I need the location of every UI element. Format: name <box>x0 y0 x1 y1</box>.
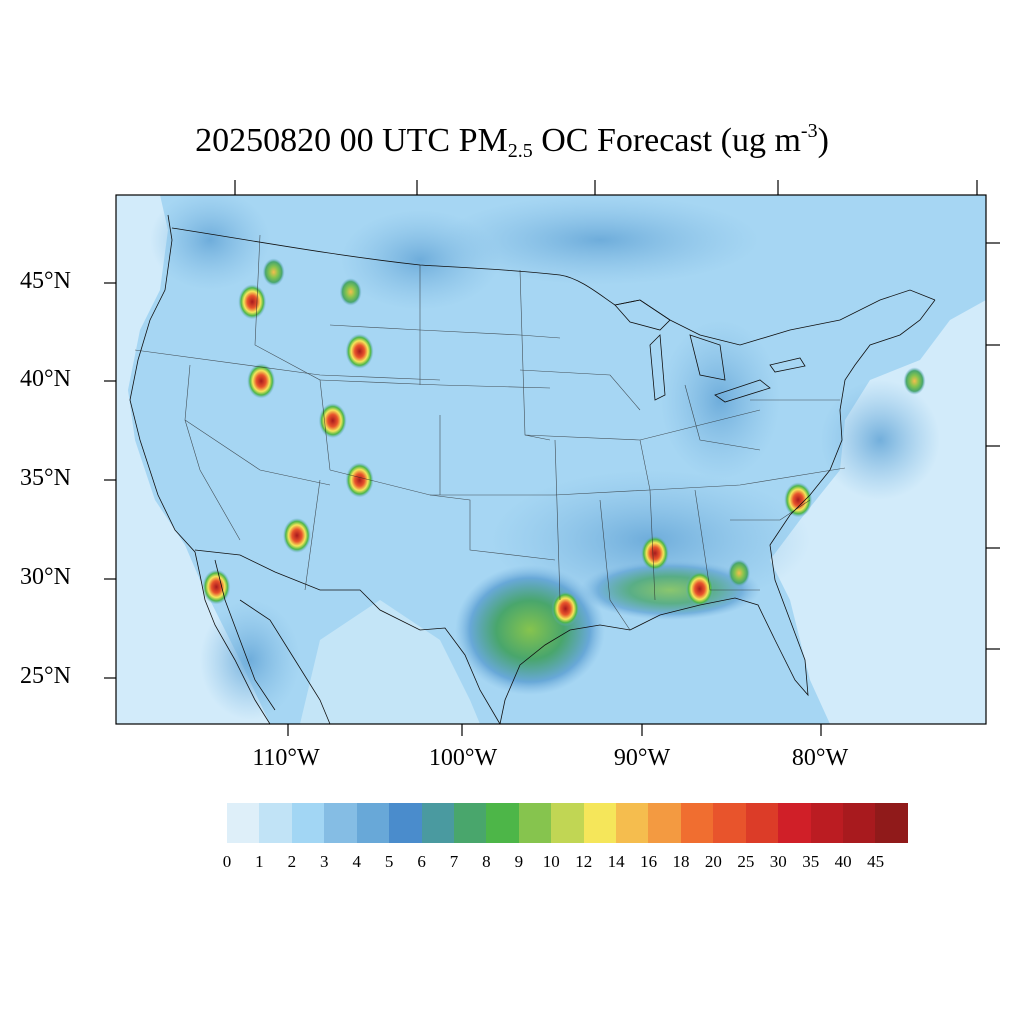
colorbar-label: 8 <box>482 852 491 871</box>
map-frame <box>115 194 987 725</box>
mexico-region <box>300 600 480 724</box>
smoke-hotspot-nc-fire <box>784 482 813 518</box>
colorbar-label: 5 <box>384 852 394 871</box>
colorbar-label: 18 <box>672 852 690 871</box>
smoke-hotspot-wyoming-fire <box>345 333 374 369</box>
colorbar-swatch <box>713 803 746 843</box>
lake-ontario <box>769 357 806 373</box>
smoke-hotspot-baja-fire <box>202 569 231 605</box>
smoke-hotspot-texas-gulf <box>551 591 580 627</box>
smoke-hotspot-alabama-fire <box>685 571 714 607</box>
colorbar-label: 30 <box>769 852 787 871</box>
smoke-hotspot-new-mexico-fire <box>345 462 374 498</box>
colorbar-label: 7 <box>449 852 459 871</box>
smoke-hotspot-louisiana-fire <box>640 535 669 571</box>
colorbar-swatch <box>518 803 552 843</box>
lake-michigan <box>649 334 666 401</box>
smoke-hotspot-georgia-fire <box>728 559 751 587</box>
lat-label-45: 45°N <box>20 268 71 294</box>
pacific-ocean <box>116 195 270 724</box>
colorbar-label: 3 <box>320 852 329 871</box>
colorbar-swatch <box>356 803 390 843</box>
title-superscript: -3 <box>800 120 818 142</box>
colorbar-swatch <box>648 803 681 843</box>
colorbar-swatch <box>810 803 844 843</box>
colorbar-label: 12 <box>575 852 593 871</box>
atlantic-ocean <box>770 300 986 724</box>
smoke-hotspot-maine-fire <box>990 255 1018 290</box>
colorbar-swatch <box>778 803 811 843</box>
colorbar-label: 14 <box>607 852 625 871</box>
colorbar-label: 4 <box>352 852 361 871</box>
colorbar-swatch <box>843 803 876 843</box>
great-lakes <box>614 299 806 403</box>
smoke-hotspot-atlantic-plume <box>903 367 926 395</box>
colorbar-label: 20 <box>704 852 722 871</box>
colorbar-swatch <box>486 803 519 843</box>
colorbar-label: 2 <box>287 852 297 871</box>
lake-superior <box>614 299 671 331</box>
smoke-hotspot-utah-fire <box>247 363 276 399</box>
colorbar-swatch <box>421 803 454 843</box>
colorbar-swatch <box>875 803 908 843</box>
map-title: 20250820 00 UTC PM2.5 OC Forecast (ug m-… <box>0 120 1024 163</box>
colorbar <box>227 803 908 843</box>
colorbar-label: 25 <box>737 852 755 871</box>
east-gulf-coast <box>499 299 936 725</box>
lat-label-30: 30°N <box>20 564 71 590</box>
title-close: ) <box>817 122 829 159</box>
colorbar-swatch <box>551 803 584 843</box>
lat-label-40: 40°N <box>20 366 71 392</box>
state-lines <box>134 234 846 631</box>
title-main: 20250820 00 UTC PM <box>195 122 508 159</box>
lon-label-90: 90°W <box>613 745 671 771</box>
smoke-hotspot-idaho-fire-1 <box>238 284 267 320</box>
colorbar-swatch <box>389 803 422 843</box>
smoke-hotspot-arizona-fire <box>282 517 311 553</box>
lat-label-25: 25°N <box>20 663 71 689</box>
colorbar-swatch <box>291 803 325 843</box>
colorbar-swatch <box>616 803 649 843</box>
baja-coast <box>214 559 276 711</box>
lon-label-80: 80°W <box>791 745 849 771</box>
colorbar-label: 10 <box>542 852 560 871</box>
colorbar-swatch <box>453 803 487 843</box>
hotspot-layer <box>202 255 1018 627</box>
colorbar-swatch <box>227 803 260 843</box>
smoke-hotspot-idaho-fire-2 <box>262 258 285 286</box>
mexico-border <box>194 549 501 725</box>
colorbar-label: 35 <box>802 852 820 871</box>
west-coast <box>129 214 271 725</box>
map-field <box>116 195 1018 724</box>
colorbar-swatch <box>745 803 779 843</box>
colorbar-label: 0 <box>222 852 232 871</box>
smoke-hotspot-montana-fire <box>339 278 362 306</box>
colorbar-label: 16 <box>640 852 658 871</box>
colorbar-swatch <box>324 803 357 843</box>
colorbar-swatch <box>583 803 617 843</box>
lake-huron <box>689 334 726 381</box>
colorbar-label: 40 <box>834 852 852 871</box>
lon-label-100: 100°W <box>428 745 498 771</box>
colorbar-swatch <box>680 803 714 843</box>
title-subscript: 2.5 <box>507 140 533 162</box>
colorbar-label: 1 <box>255 852 264 871</box>
colorbar-label: 6 <box>417 852 426 871</box>
mexico-mainland-coast <box>239 599 331 725</box>
colorbar-swatch <box>259 803 292 843</box>
colorbar-label: 9 <box>514 852 524 871</box>
axis-ticks <box>104 180 1000 736</box>
lake-erie <box>714 379 771 403</box>
title-middle: OC Forecast (ug m <box>532 122 801 159</box>
colorbar-label: 45 <box>867 852 885 871</box>
lon-label-110: 110°W <box>252 745 320 771</box>
lat-label-35: 35°N <box>20 465 71 491</box>
